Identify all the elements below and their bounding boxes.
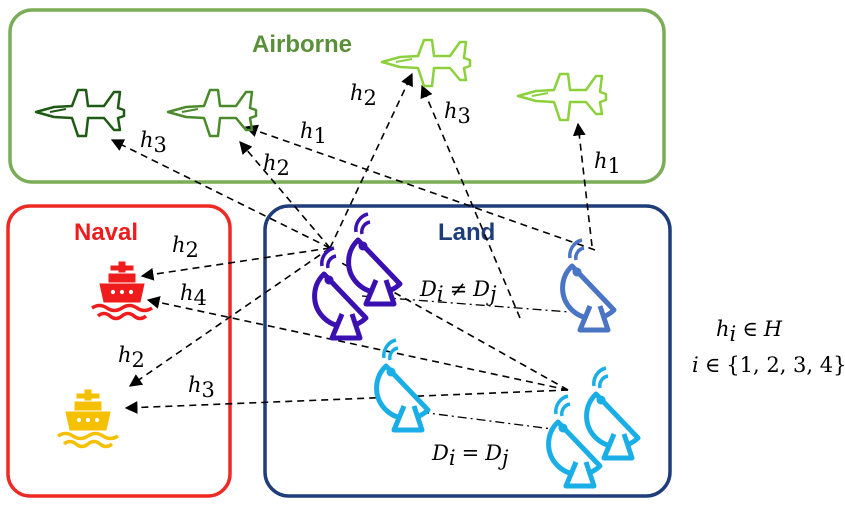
ship-icon: [90, 260, 154, 321]
relation-different: Di ≠ Dj: [419, 277, 497, 306]
jet-icon: [166, 88, 258, 138]
jet-icon: [380, 38, 472, 88]
naval-title: Naval: [74, 219, 138, 246]
jet-icon: [516, 72, 608, 122]
label-h2-airborne-left: h2: [263, 151, 290, 180]
radar-dish-icon: [587, 368, 638, 458]
legend-line-2: i ∈ {1, 2, 3, 4}: [692, 353, 845, 377]
radar-dish-icon: [563, 240, 614, 330]
airborne-region: [8, 8, 666, 184]
ship-icon: [56, 388, 120, 449]
label-h1-airborne-right: h1: [594, 149, 621, 178]
label-h3-naval: h3: [188, 373, 215, 402]
label-h3-airborne: h3: [140, 128, 167, 157]
radar-dish-icon: [377, 340, 428, 430]
radar-dish-icon: [349, 214, 400, 304]
label-h2-naval-bottom: h2: [118, 343, 145, 372]
naval-region: [6, 204, 232, 498]
same-distribution-link: [419, 411, 561, 431]
jet-icon: [34, 88, 126, 138]
label-h4-naval: h4: [180, 281, 207, 310]
airborne-title: Airborne: [252, 31, 352, 58]
label-h1-airborne-left: h1: [300, 119, 327, 148]
label-h3-airborne-top: h3: [444, 99, 471, 128]
relation-same: Di = Dj: [431, 441, 509, 470]
legend-line-1: hi ∈ H: [716, 317, 783, 346]
link-labels: h3 h2 h1 h2 h3 h1 h2 h4 h2 h3: [118, 81, 621, 402]
label-h2-airborne-top: h2: [350, 81, 377, 110]
land-region: [263, 204, 672, 498]
land-title: Land: [438, 219, 495, 246]
different-distribution-link: [361, 295, 571, 313]
label-h2-naval-top: h2: [172, 233, 199, 262]
